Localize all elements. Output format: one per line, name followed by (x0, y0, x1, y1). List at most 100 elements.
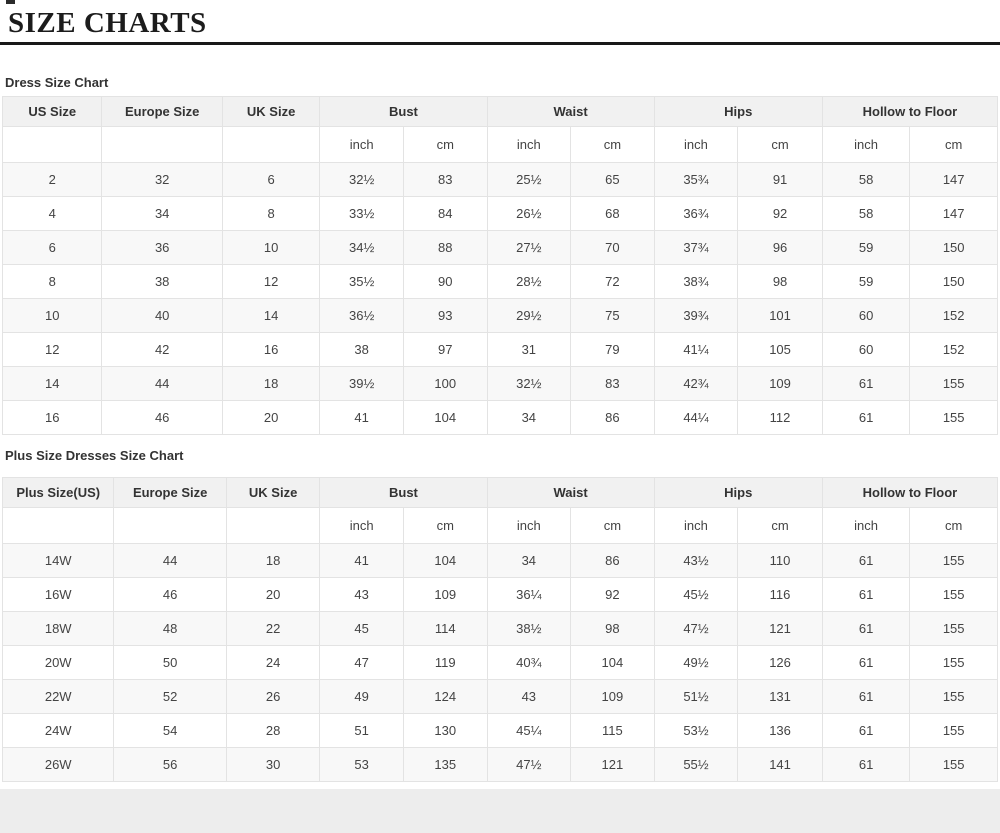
table-cell: 98 (737, 264, 823, 299)
table-cell: 36¾ (653, 196, 739, 231)
table-cell: 152 (909, 298, 998, 333)
table-row: 10 40 14 36½ 93 29½ 75 39¾ 101 60 152 (1, 298, 998, 333)
unit-label-inch: inch (653, 507, 739, 544)
dress-table-header-row: US Size Europe Size UK Size Bust Waist H… (1, 96, 999, 127)
table-cell: 58 (821, 196, 911, 231)
unit-label-inch: inch (319, 126, 404, 163)
empty-cell (1, 507, 115, 544)
table-cell: 61 (821, 400, 911, 435)
table-cell: 43 (486, 679, 572, 714)
table-cell: 155 (909, 645, 998, 680)
table-cell: 34 (101, 196, 223, 231)
table-cell: 39¾ (653, 298, 739, 333)
table-cell: 12 (1, 332, 103, 367)
table-cell: 44 (113, 543, 227, 578)
table-cell: 79 (570, 332, 655, 367)
dress-table-units-row: inch cm inch cm inch cm inch cm (1, 126, 998, 163)
table-cell: 4 (1, 196, 103, 231)
table-cell: 41 (319, 543, 404, 578)
table-cell: 14 (1, 366, 103, 401)
unit-label-inch: inch (319, 507, 404, 544)
table-cell: 55½ (653, 747, 739, 782)
table-cell: 2 (1, 162, 103, 197)
empty-cell (113, 507, 227, 544)
table-cell: 109 (570, 679, 655, 714)
table-cell: 59 (821, 230, 911, 265)
empty-cell (221, 126, 321, 163)
table-cell: 105 (737, 332, 823, 367)
table-cell: 35½ (319, 264, 404, 299)
table-cell: 6 (1, 230, 103, 265)
unit-label-cm: cm (737, 126, 823, 163)
table-cell: 60 (821, 332, 911, 367)
bottom-gray-band (0, 789, 1000, 833)
table-row: 18W 48 22 45 114 38½ 98 47½ 121 61 155 (1, 611, 998, 646)
table-cell: 34 (486, 400, 572, 435)
table-cell: 91 (737, 162, 823, 197)
table-cell: 155 (909, 713, 998, 748)
empty-cell (225, 507, 321, 544)
table-cell: 44 (101, 366, 223, 401)
table-cell: 98 (570, 611, 655, 646)
table-cell: 45¼ (486, 713, 572, 748)
table-cell: 61 (821, 543, 911, 578)
table-cell: 109 (402, 577, 488, 612)
table-cell: 110 (737, 543, 823, 578)
unit-label-inch: inch (486, 507, 572, 544)
plus-table-header-row: Plus Size(US) Europe Size UK Size Bust W… (1, 477, 999, 508)
table-cell: 34½ (319, 230, 404, 265)
table-cell: 14 (221, 298, 321, 333)
table-cell: 27½ (486, 230, 572, 265)
table-cell: 150 (909, 264, 998, 299)
table-cell: 8 (221, 196, 321, 231)
table-cell: 49½ (653, 645, 739, 680)
table-cell: 33½ (319, 196, 404, 231)
column-header-hollow-to-floor: Hollow to Floor (821, 477, 999, 508)
table-cell: 42 (101, 332, 223, 367)
table-cell: 16 (1, 400, 103, 435)
column-header-waist: Waist (486, 477, 655, 508)
table-row: 8 38 12 35½ 90 28½ 72 38¾ 98 59 150 (1, 264, 998, 299)
table-cell: 10 (1, 298, 103, 333)
dress-chart-label: Dress Size Chart (5, 75, 109, 90)
table-cell: 61 (821, 366, 911, 401)
table-cell: 8 (1, 264, 103, 299)
table-cell: 14W (1, 543, 115, 578)
table-cell: 155 (909, 366, 998, 401)
table-cell: 43½ (653, 543, 739, 578)
table-cell: 93 (402, 298, 488, 333)
table-cell: 45½ (653, 577, 739, 612)
column-header-uk-size: UK Size (225, 477, 321, 508)
table-cell: 112 (737, 400, 823, 435)
table-row: 16 46 20 41 104 34 86 44¼ 112 61 155 (1, 400, 998, 435)
unit-label-cm: cm (570, 507, 655, 544)
table-cell: 35¾ (653, 162, 739, 197)
table-cell: 22W (1, 679, 115, 714)
table-cell: 115 (570, 713, 655, 748)
table-cell: 18 (221, 366, 321, 401)
table-cell: 16W (1, 577, 115, 612)
column-header-bust: Bust (319, 477, 488, 508)
table-cell: 41¼ (653, 332, 739, 367)
table-cell: 83 (402, 162, 488, 197)
unit-label-inch: inch (821, 507, 911, 544)
column-header-hips: Hips (653, 96, 823, 127)
table-cell: 37¾ (653, 230, 739, 265)
table-cell: 150 (909, 230, 998, 265)
table-cell: 56 (113, 747, 227, 782)
table-cell: 20W (1, 645, 115, 680)
page-title: SIZE CHARTS (8, 7, 207, 39)
table-cell: 38 (101, 264, 223, 299)
table-cell: 96 (737, 230, 823, 265)
unit-label-inch: inch (653, 126, 739, 163)
table-cell: 116 (737, 577, 823, 612)
unit-label-inch: inch (821, 126, 911, 163)
table-cell: 104 (402, 543, 488, 578)
table-cell: 61 (821, 679, 911, 714)
table-cell: 36 (101, 230, 223, 265)
table-row: 22W 52 26 49 124 43 109 51½ 131 61 155 (1, 679, 998, 714)
title-divider (0, 42, 1000, 45)
table-cell: 97 (402, 332, 488, 367)
unit-label-cm: cm (570, 126, 655, 163)
table-cell: 104 (402, 400, 488, 435)
